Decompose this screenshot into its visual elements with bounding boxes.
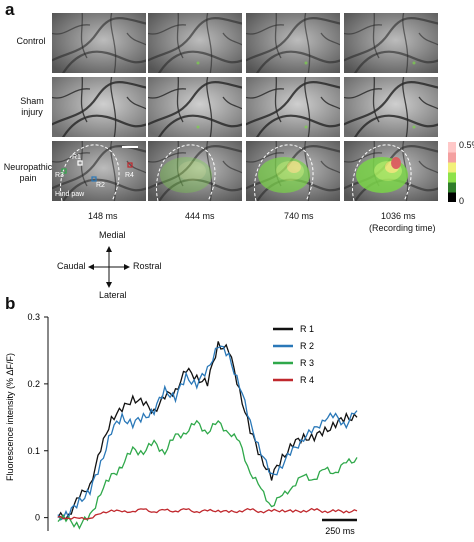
imaging-frame xyxy=(148,77,242,137)
legend-label: R 1 xyxy=(300,324,314,334)
colorbar-min-label: 0 xyxy=(459,196,465,206)
time-scale-bar-label: 250 ms xyxy=(325,526,355,536)
imaging-frame xyxy=(246,141,340,201)
imaging-frame xyxy=(246,13,340,73)
legend-label: R 3 xyxy=(300,358,314,368)
y-tick-label: 0 xyxy=(35,513,40,523)
time-label-1036: 1036 ms xyxy=(381,211,416,221)
y-tick-label: 0.1 xyxy=(27,446,40,456)
imaging-frame xyxy=(148,141,242,201)
legend-label: R 2 xyxy=(300,341,314,351)
recording-time-label: (Recording time) xyxy=(369,223,436,233)
time-label-148: 148 ms xyxy=(88,211,118,221)
imaging-frame xyxy=(344,77,438,137)
direction-rostral: Rostral xyxy=(133,261,162,271)
legend-label: R 4 xyxy=(300,375,314,385)
colorbar-step xyxy=(448,172,456,183)
colorbar-gradient xyxy=(448,142,456,203)
colorbar-max-label: 0.5% xyxy=(459,140,474,150)
colorbar-step xyxy=(448,182,456,193)
panel-a-letter: a xyxy=(5,0,15,19)
roi-label: R2 xyxy=(96,182,105,189)
imaging-frame xyxy=(52,77,146,137)
y-tick-label: 0.2 xyxy=(27,379,40,389)
hind-paw-label: Hind paw xyxy=(55,191,85,198)
time-label-444: 444 ms xyxy=(185,211,215,221)
direction-caudal: Caudal xyxy=(57,261,86,271)
imaging-frame xyxy=(344,13,438,73)
colorbar-step xyxy=(448,142,456,153)
y-tick-label: 0.3 xyxy=(27,312,40,322)
fluorescence-line-chart: 0 0.1 0.2 0.3 R 1 R 2 R 3 R 4 Fluorescence int… xyxy=(5,312,358,536)
series-line-1 xyxy=(57,341,358,520)
imaging-frame xyxy=(52,13,146,73)
row-label-control: Control xyxy=(16,36,46,46)
imaging-frame xyxy=(148,13,242,73)
roi-label: R1 xyxy=(72,154,81,161)
direction-lateral: Lateral xyxy=(99,290,127,300)
direction-medial: Medial xyxy=(99,230,126,240)
y-axis-label: Fluorescence intensity (% ΔF/F) xyxy=(5,353,15,481)
colorbar-step xyxy=(448,192,456,203)
series-line-2 xyxy=(57,345,358,521)
time-label-740: 740 ms xyxy=(284,211,314,221)
imaging-frame xyxy=(246,77,340,137)
series-line-4 xyxy=(57,507,358,520)
row-label-neuropathic: Neuropathic pain xyxy=(3,162,53,183)
colorbar-step xyxy=(448,152,456,163)
row-label-sham: Sham injury xyxy=(20,96,44,117)
roi-label: R3 xyxy=(55,172,64,179)
panel-b-letter: b xyxy=(5,294,16,313)
colorbar-step xyxy=(448,162,456,173)
compass-arrows-icon xyxy=(88,246,130,288)
colorbar xyxy=(448,142,456,203)
imaging-frame: R1 R2 R3 R4 Hind paw xyxy=(52,141,146,201)
roi-label: R4 xyxy=(125,172,134,179)
series-line-3 xyxy=(57,419,358,530)
imaging-frame xyxy=(344,141,438,201)
